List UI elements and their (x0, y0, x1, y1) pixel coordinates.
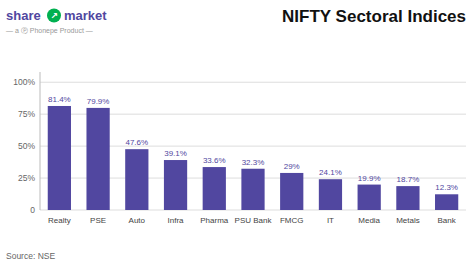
y-tick-label: 75% (18, 109, 35, 119)
data-label: 33.6% (203, 156, 226, 165)
data-label: 39.1% (164, 149, 187, 158)
data-label: 47.6% (125, 138, 148, 147)
data-label: 32.3% (242, 158, 265, 167)
logo-market: market (64, 8, 107, 23)
logo-share: share (6, 8, 41, 23)
bar (358, 185, 381, 210)
data-label: 29% (284, 162, 300, 171)
bar (241, 169, 264, 210)
x-tick-label: Pharma (200, 216, 229, 225)
source: Source: NSE (6, 251, 55, 261)
x-tick-label: Metals (396, 216, 420, 225)
logo-badge (47, 9, 61, 23)
bar (319, 179, 342, 210)
x-tick-label: FMCG (280, 216, 304, 225)
x-tick-label: Media (358, 216, 380, 225)
data-label: 79.9% (87, 97, 110, 106)
bar (396, 186, 419, 210)
title: NIFTY Sectoral Indices (282, 7, 466, 26)
bar (125, 149, 148, 210)
y-axis-line (40, 72, 41, 210)
bar (86, 108, 109, 210)
y-tick-label: 50% (18, 141, 35, 151)
data-label: 18.7% (397, 175, 420, 184)
x-tick-label: Infra (168, 216, 185, 225)
data-label: 12.3% (435, 183, 458, 192)
data-label: 24.1% (319, 168, 342, 177)
x-tick-label: Bank (438, 216, 457, 225)
x-tick-label: PSE (90, 216, 106, 225)
data-label: 19.9% (358, 174, 381, 183)
bar (203, 167, 226, 210)
x-tick-label: Auto (129, 216, 146, 225)
logo-subtitle: — a Ⓟ Phonepe Product — (6, 27, 93, 35)
chart: NIFTY Sectoral Indices share ↗ market — a Ⓟ … (0, 0, 474, 266)
logo-arrow: ↗ (50, 11, 58, 21)
bar (280, 173, 303, 210)
y-tick-label: 0 (30, 205, 35, 215)
data-label: 81.4% (48, 95, 71, 104)
y-tick-label: 25% (18, 173, 35, 183)
bar (164, 160, 187, 210)
y-tick-label: 100% (13, 77, 35, 87)
grid-line (40, 82, 466, 83)
bar (48, 106, 71, 210)
x-tick-label: IT (327, 216, 334, 225)
bars (48, 106, 459, 210)
bar (435, 194, 458, 210)
x-tick-label: Realty (48, 216, 71, 225)
x-tick-label: PSU Bank (235, 216, 273, 225)
